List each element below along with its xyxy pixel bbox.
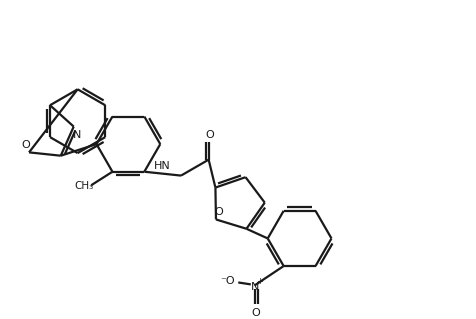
Text: ⁻O: ⁻O <box>220 277 235 286</box>
Text: +: + <box>256 277 262 286</box>
Text: N: N <box>72 130 80 140</box>
Text: O: O <box>251 308 259 318</box>
Text: HN: HN <box>154 161 171 171</box>
Text: N: N <box>250 282 258 292</box>
Text: O: O <box>22 140 30 150</box>
Text: CH₃: CH₃ <box>75 181 94 191</box>
Text: O: O <box>205 130 214 140</box>
Text: O: O <box>214 207 223 217</box>
